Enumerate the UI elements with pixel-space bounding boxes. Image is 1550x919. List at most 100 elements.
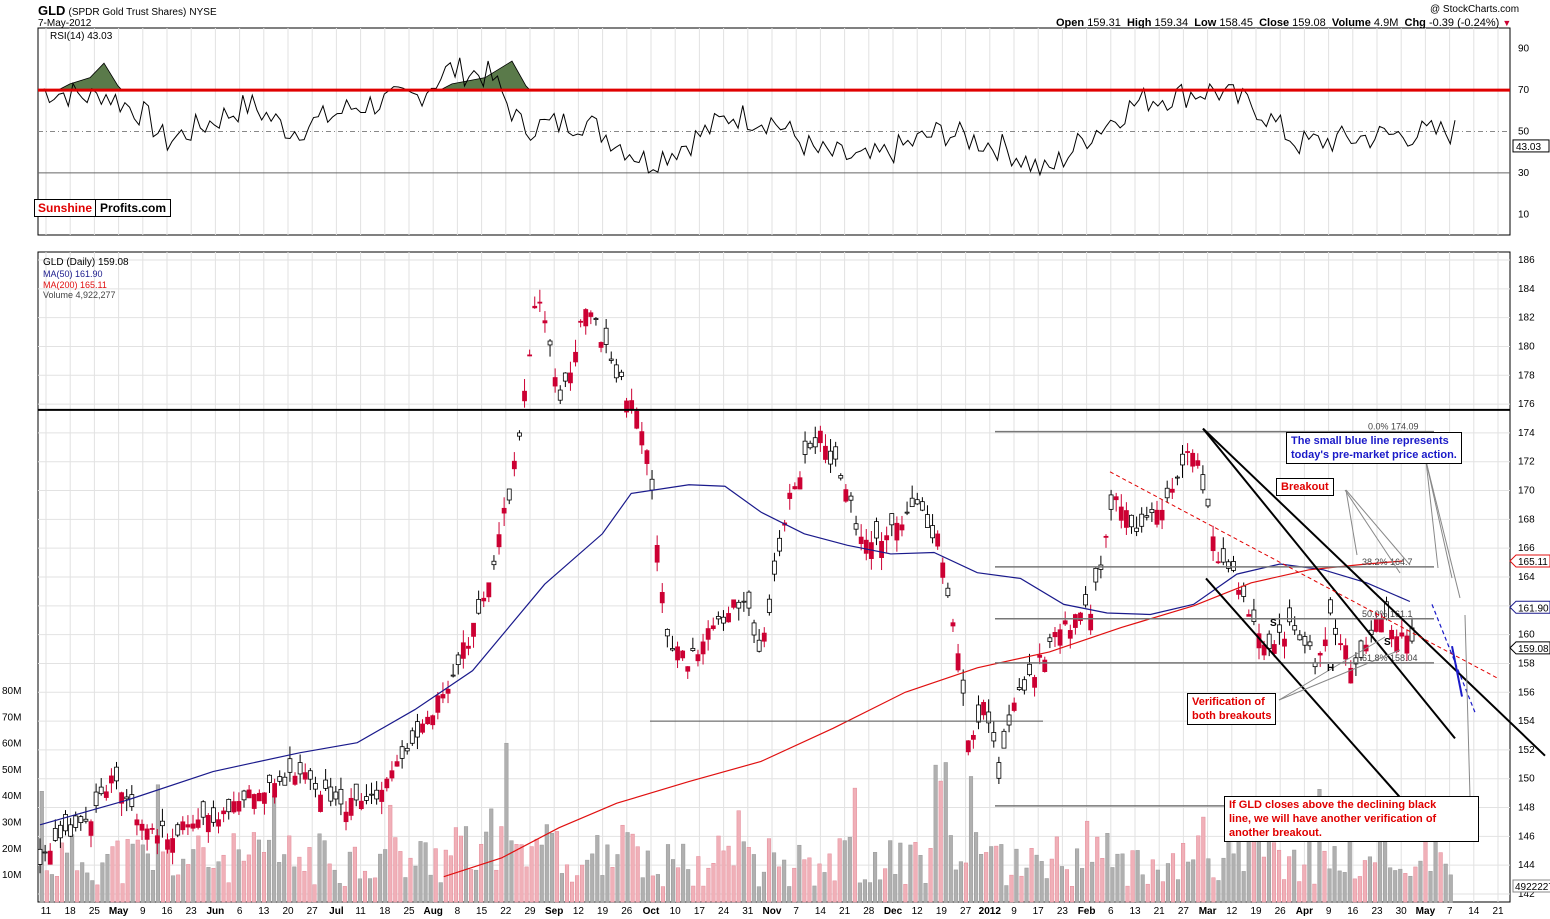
candle	[394, 754, 400, 767]
rsi-tick-label: 30	[1518, 168, 1530, 179]
candle	[858, 524, 864, 551]
candle-body	[935, 533, 941, 547]
price-tick-label: 172	[1518, 457, 1535, 468]
candle-body	[695, 654, 701, 662]
volume-bar	[236, 849, 241, 903]
annotation-pointer	[1425, 460, 1453, 579]
candle	[195, 808, 201, 830]
legend-price: GLD (Daily) 159.08	[43, 257, 129, 268]
candle-body	[741, 600, 747, 603]
legend-ma50: MA(50) 161.90	[43, 269, 103, 279]
candle	[899, 515, 905, 537]
candle-body	[323, 779, 329, 789]
candle	[639, 422, 645, 454]
x-tick-label: 27	[1178, 906, 1190, 917]
candle-body	[1113, 496, 1119, 501]
candle	[1006, 704, 1012, 733]
candle	[812, 426, 818, 454]
volume-bar	[1292, 849, 1297, 903]
candle-body	[1174, 476, 1180, 479]
volume-bar	[1181, 843, 1186, 903]
volume-bar	[1398, 868, 1403, 903]
candle	[751, 619, 757, 644]
candle	[1200, 465, 1206, 494]
candle-body	[134, 819, 140, 826]
volume-bar	[580, 864, 585, 903]
volume-bar	[474, 869, 479, 903]
volume-bar	[1317, 789, 1322, 903]
candle	[1322, 627, 1328, 652]
volume-bar	[918, 855, 923, 903]
candle-body	[272, 783, 278, 798]
candle	[58, 820, 63, 849]
volume-bar	[1170, 853, 1176, 903]
candle-body	[1154, 509, 1160, 525]
candle-body	[343, 811, 349, 823]
volume-bar	[1302, 864, 1307, 903]
volume-bar	[544, 824, 549, 903]
candle-body	[1164, 487, 1170, 499]
volume-bar	[1176, 879, 1181, 903]
candle	[471, 622, 476, 648]
candle-body	[797, 477, 803, 490]
volume-bar	[883, 868, 888, 903]
candle	[175, 822, 181, 838]
volume-bar	[524, 866, 529, 903]
low-label: Low	[1194, 17, 1217, 29]
candle	[1333, 619, 1338, 646]
candle	[144, 824, 150, 851]
declining-line-outer	[1202, 427, 1546, 757]
candle	[78, 814, 84, 831]
candle	[741, 591, 747, 612]
candle-body	[297, 762, 303, 775]
candle	[93, 783, 99, 813]
candle-body	[73, 815, 79, 828]
candle-body	[430, 715, 436, 726]
candle-body	[619, 371, 624, 377]
candle	[455, 652, 461, 675]
candle-body	[231, 801, 237, 813]
candle	[267, 774, 272, 794]
candle-body	[98, 786, 104, 795]
candle	[598, 341, 604, 353]
candle	[1159, 499, 1165, 530]
volume-bar	[746, 847, 751, 903]
candle	[1021, 676, 1027, 695]
volume-bar	[166, 845, 171, 903]
candle-body	[1047, 637, 1053, 642]
candle-body	[1276, 624, 1282, 633]
candle-body	[680, 650, 686, 659]
x-tick-label: 16	[1347, 906, 1359, 917]
candle-body	[1062, 620, 1068, 625]
volume-bar	[913, 842, 918, 903]
price-tick-label: 166	[1518, 543, 1535, 554]
candle	[700, 633, 706, 665]
candle	[450, 664, 456, 678]
candle	[1307, 634, 1313, 651]
volume-bar	[398, 851, 403, 903]
candle	[608, 351, 614, 364]
volume-bar	[514, 844, 519, 903]
candle-body	[624, 400, 629, 413]
candle	[894, 516, 900, 552]
volume-bar	[307, 847, 312, 903]
volume-bar	[731, 865, 736, 903]
candle-body	[552, 377, 558, 387]
candle-body	[1042, 659, 1048, 672]
volume-bar	[453, 827, 458, 903]
volume-bar	[837, 838, 842, 903]
x-tick-label: May	[1416, 906, 1436, 917]
x-tick-label: Apr	[1296, 906, 1313, 917]
volume-bar	[428, 874, 433, 903]
volume-bar	[383, 849, 388, 903]
volume-bar	[504, 742, 509, 903]
candle	[930, 514, 935, 544]
candle	[624, 397, 629, 418]
volume-bar	[317, 833, 322, 903]
candle	[445, 680, 451, 704]
volume-bar	[898, 842, 903, 903]
volume-bar	[302, 870, 307, 903]
price-tick-label: 144	[1518, 860, 1535, 871]
candle-body	[124, 796, 130, 800]
candle	[807, 440, 813, 450]
